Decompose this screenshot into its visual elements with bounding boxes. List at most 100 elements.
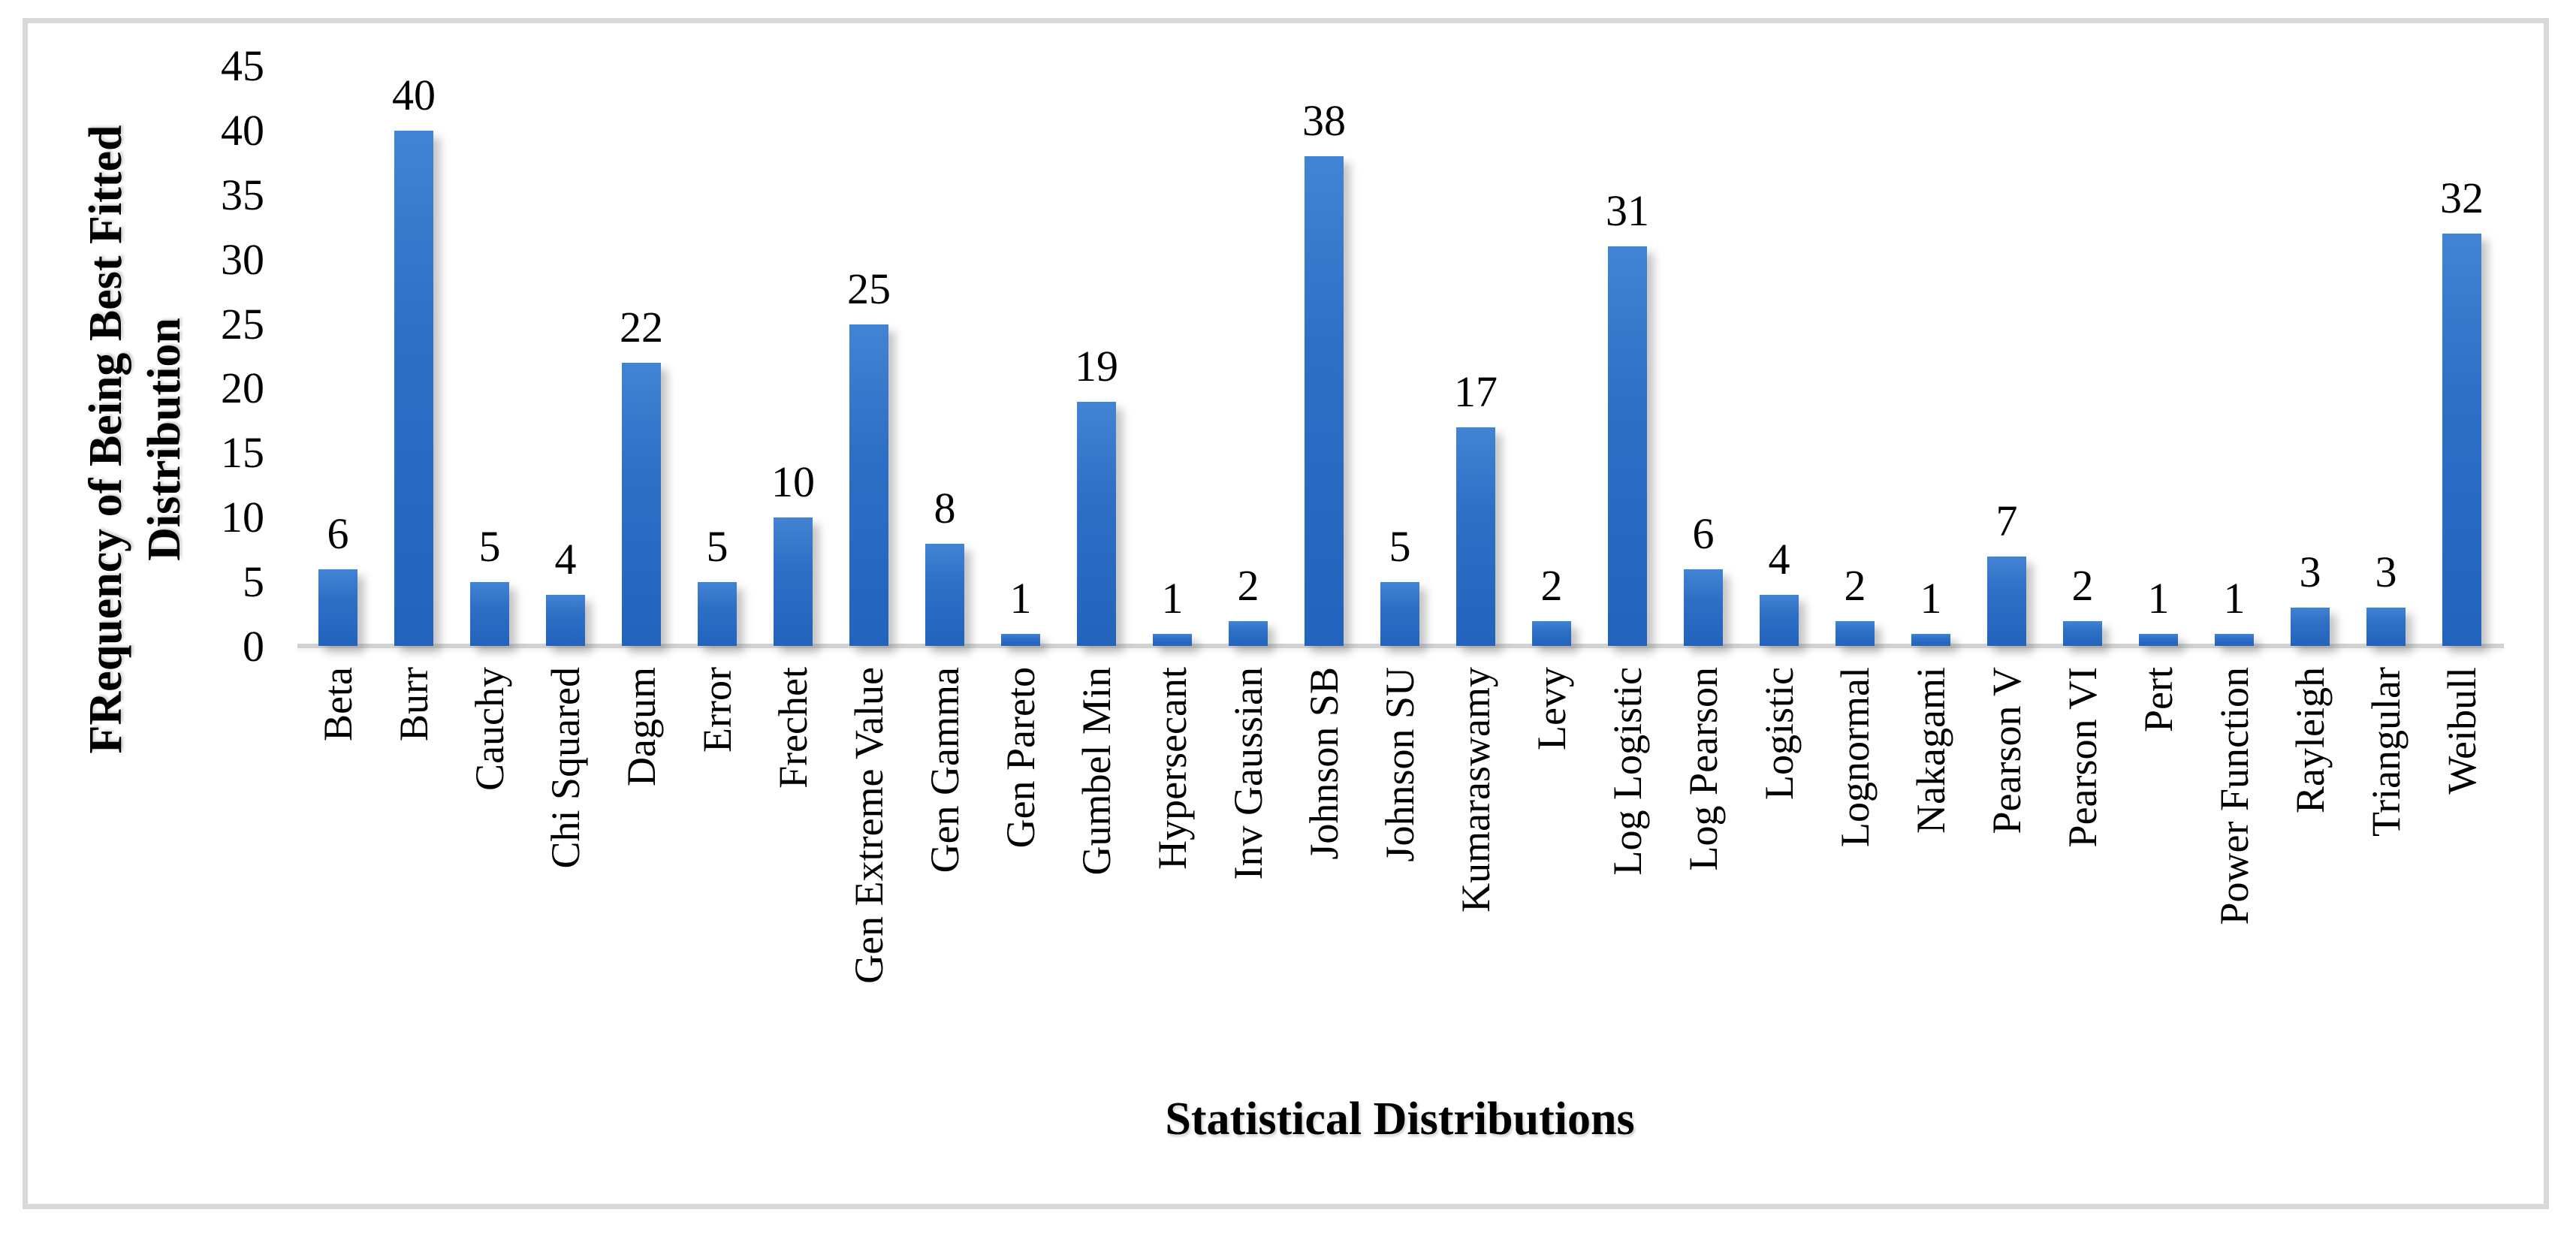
bar-value-label: 38	[1302, 96, 1346, 145]
x-category-label: Gen Gamma	[922, 667, 967, 873]
bar	[2063, 621, 2102, 646]
bar	[1835, 621, 1875, 646]
x-category-label: Power Function	[2212, 667, 2257, 925]
bar	[1684, 569, 1723, 646]
bar	[318, 569, 357, 646]
bar	[849, 324, 888, 646]
x-category-label: Lognormal	[1832, 667, 1878, 847]
bar-value-label: 1	[1161, 574, 1184, 623]
bar-value-label: 1	[2147, 574, 2170, 623]
x-category-label: Dagum	[619, 667, 664, 786]
bar	[546, 595, 585, 646]
x-category-label: Pearson VI	[2060, 667, 2105, 848]
bar	[2291, 608, 2330, 646]
x-category-label: Beta	[315, 667, 360, 741]
bar-value-label: 1	[1009, 574, 1032, 623]
x-category-label: Inv Gaussian	[1226, 667, 1271, 880]
bar-value-label: 22	[620, 303, 663, 351]
bar-value-label: 5	[706, 522, 728, 571]
bar-value-label: 8	[934, 484, 956, 533]
bar	[774, 517, 813, 646]
bar-value-label: 2	[2071, 561, 2094, 610]
bar	[1760, 595, 1799, 646]
bar-value-label: 1	[2223, 574, 2246, 623]
x-category-label: Log Logistic	[1605, 667, 1650, 876]
bar-value-label: 5	[1389, 522, 1411, 571]
bar	[1077, 402, 1116, 646]
x-category-label: Gumbel Min	[1074, 667, 1119, 876]
x-category-label: Triangular	[2363, 667, 2409, 837]
bar	[470, 582, 509, 646]
bar-value-label: 17	[1454, 367, 1498, 416]
x-category-label: Burr	[391, 667, 436, 741]
bar-value-label: 3	[2375, 548, 2397, 596]
x-category-label: Chi Squared	[543, 667, 588, 869]
bar	[2366, 608, 2406, 646]
y-tick-label: 15	[221, 428, 264, 478]
y-tick-label: 0	[243, 622, 264, 671]
x-category-label: Kumaraswamy	[1453, 667, 1498, 913]
bar	[1229, 621, 1268, 646]
bar-value-label: 4	[1768, 535, 1790, 584]
y-tick-label: 25	[221, 299, 264, 348]
x-axis-line	[297, 644, 2504, 648]
bar	[1911, 634, 1950, 646]
bar-value-label: 19	[1075, 342, 1118, 391]
x-category-label: Logistic	[1757, 667, 1802, 800]
x-category-label: Nakagami	[1908, 667, 1953, 834]
x-category-label: Log Pearson	[1681, 667, 1726, 871]
x-category-label: Levy	[1529, 667, 1574, 750]
bar-value-label: 31	[1606, 186, 1649, 235]
bar-value-label: 32	[2440, 173, 2484, 222]
x-category-label: Gen Pareto	[998, 667, 1043, 849]
bar-value-label: 4	[554, 535, 577, 584]
bar	[1305, 156, 1344, 646]
x-category-label: Gen Extreme Value	[846, 667, 891, 984]
bar-value-label: 5	[478, 522, 501, 571]
bar-value-label: 2	[1540, 561, 1563, 610]
bar-value-label: 40	[392, 71, 436, 119]
x-category-label: Pert	[2136, 667, 2181, 732]
y-tick-label: 5	[243, 557, 264, 607]
x-category-label: Johnson SU	[1377, 667, 1422, 862]
y-tick-label: 45	[221, 41, 264, 90]
x-category-label: Pearson V	[1984, 667, 2029, 834]
bar	[698, 582, 737, 646]
bar	[2215, 634, 2254, 646]
y-tick-label: 10	[221, 493, 264, 542]
x-category-label: Johnson SB	[1302, 667, 1347, 860]
y-tick-label: 40	[221, 105, 264, 155]
bar	[1456, 427, 1495, 646]
bar-value-label: 6	[327, 509, 349, 558]
bar-value-label: 3	[2299, 548, 2321, 596]
bar-value-label: 2	[1844, 561, 1866, 610]
bar	[925, 544, 964, 646]
bar	[2139, 634, 2178, 646]
chart-frame	[23, 18, 2549, 1209]
bar-value-label: 25	[847, 264, 891, 313]
bar	[2442, 234, 2481, 646]
bar	[1153, 634, 1192, 646]
bar-value-label: 6	[1692, 509, 1715, 558]
x-category-label: Error	[695, 667, 740, 753]
bar	[1987, 557, 2026, 646]
x-category-label: Hypersecant	[1150, 667, 1195, 870]
x-axis-title: Statistical Distributions	[1165, 1094, 1635, 1145]
bar	[1532, 621, 1571, 646]
x-category-label: Cauchy	[467, 667, 512, 791]
bar-value-label: 1	[1920, 574, 1942, 623]
bar-value-label: 7	[1995, 496, 2018, 545]
x-category-label: Rayleigh	[2288, 667, 2333, 813]
bar	[394, 131, 433, 646]
bar	[622, 363, 661, 646]
bar	[1608, 246, 1647, 646]
bar-value-label: 2	[1237, 561, 1259, 610]
bar-value-label: 10	[771, 457, 815, 506]
y-tick-label: 35	[221, 170, 264, 219]
bar	[1001, 634, 1040, 646]
x-category-label: Weibull	[2439, 667, 2484, 795]
y-tick-label: 20	[221, 364, 264, 413]
y-tick-label: 30	[221, 234, 264, 284]
bar	[1380, 582, 1419, 646]
